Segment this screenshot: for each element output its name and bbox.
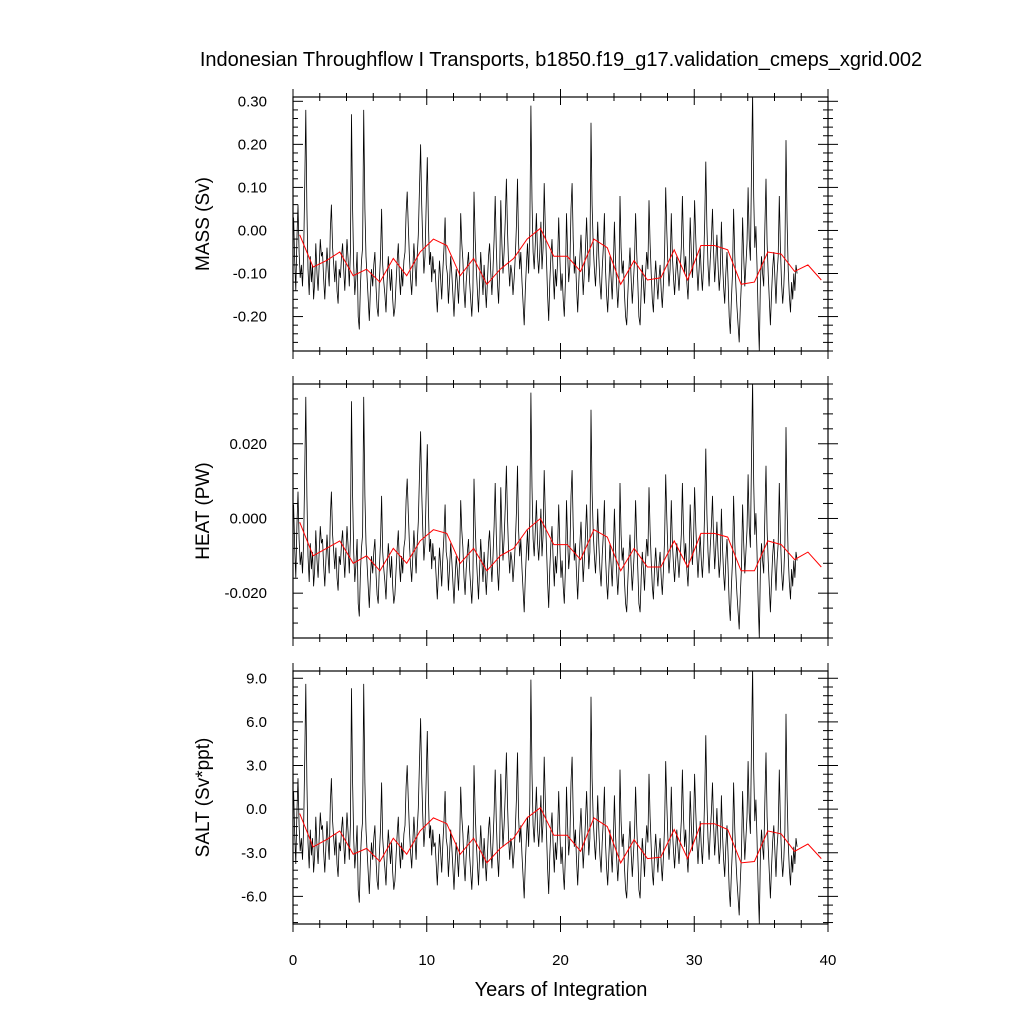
panel-3: 9.0 6.0 3.0 0.0 -3.0 -6.0 SALT (Sv*ppt) [193, 663, 838, 932]
y-tick-label: -0.20 [233, 309, 267, 326]
y-tick-label: -3.0 [241, 845, 267, 862]
y-tick-label: 0.020 [229, 436, 267, 453]
annual-mean-series-line [299, 517, 822, 572]
y-axis-label: MASS (Sv) [193, 177, 214, 271]
y-tick-label: 0.20 [238, 136, 267, 153]
y-tick-label: -0.020 [224, 585, 267, 602]
y-tick-label: 0.10 [238, 179, 267, 196]
x-axis-label: Years of Integration [475, 979, 648, 1001]
x-tick-label: 10 [418, 952, 435, 969]
x-tick-labels: 0 10 20 30 40 [289, 952, 837, 969]
y-tick-label: 0.000 [229, 510, 267, 527]
x-tick-label: 40 [820, 952, 837, 969]
x-tick-label: 30 [686, 952, 703, 969]
y-tick-label: 3.0 [246, 758, 267, 775]
y-tick-label: 6.0 [246, 714, 267, 731]
panels: 0.30 0.20 0.10 0.00 -0.10 -0.20 MASS (Sv) 0.020… [193, 89, 838, 932]
x-tick-label: 20 [552, 952, 569, 969]
y-tick-label: 0.00 [238, 222, 267, 239]
y-tick-label: -0.10 [233, 266, 267, 283]
y-tick-label: -6.0 [241, 888, 267, 905]
annual-mean-series-line [299, 227, 822, 286]
monthly-series-line [293, 97, 798, 351]
y-axis-label: HEAT (PW) [193, 462, 214, 559]
monthly-series-line [293, 671, 798, 924]
monthly-series-line [293, 384, 798, 638]
panel-2: 0.020 0.000 -0.020 HEAT (PW) [193, 376, 838, 646]
x-tick-label: 0 [289, 952, 297, 969]
panel-1: 0.30 0.20 0.10 0.00 -0.10 -0.20 MASS (Sv) [193, 89, 838, 359]
chart-title: Indonesian Throughflow I Transports, b18… [200, 49, 922, 71]
y-axis-label: SALT (Sv*ppt) [193, 738, 214, 858]
y-tick-label: 0.30 [238, 93, 267, 110]
y-tick-label: 0.0 [246, 801, 267, 818]
y-tick-label: 9.0 [246, 670, 267, 687]
annual-mean-series-line [299, 806, 822, 865]
